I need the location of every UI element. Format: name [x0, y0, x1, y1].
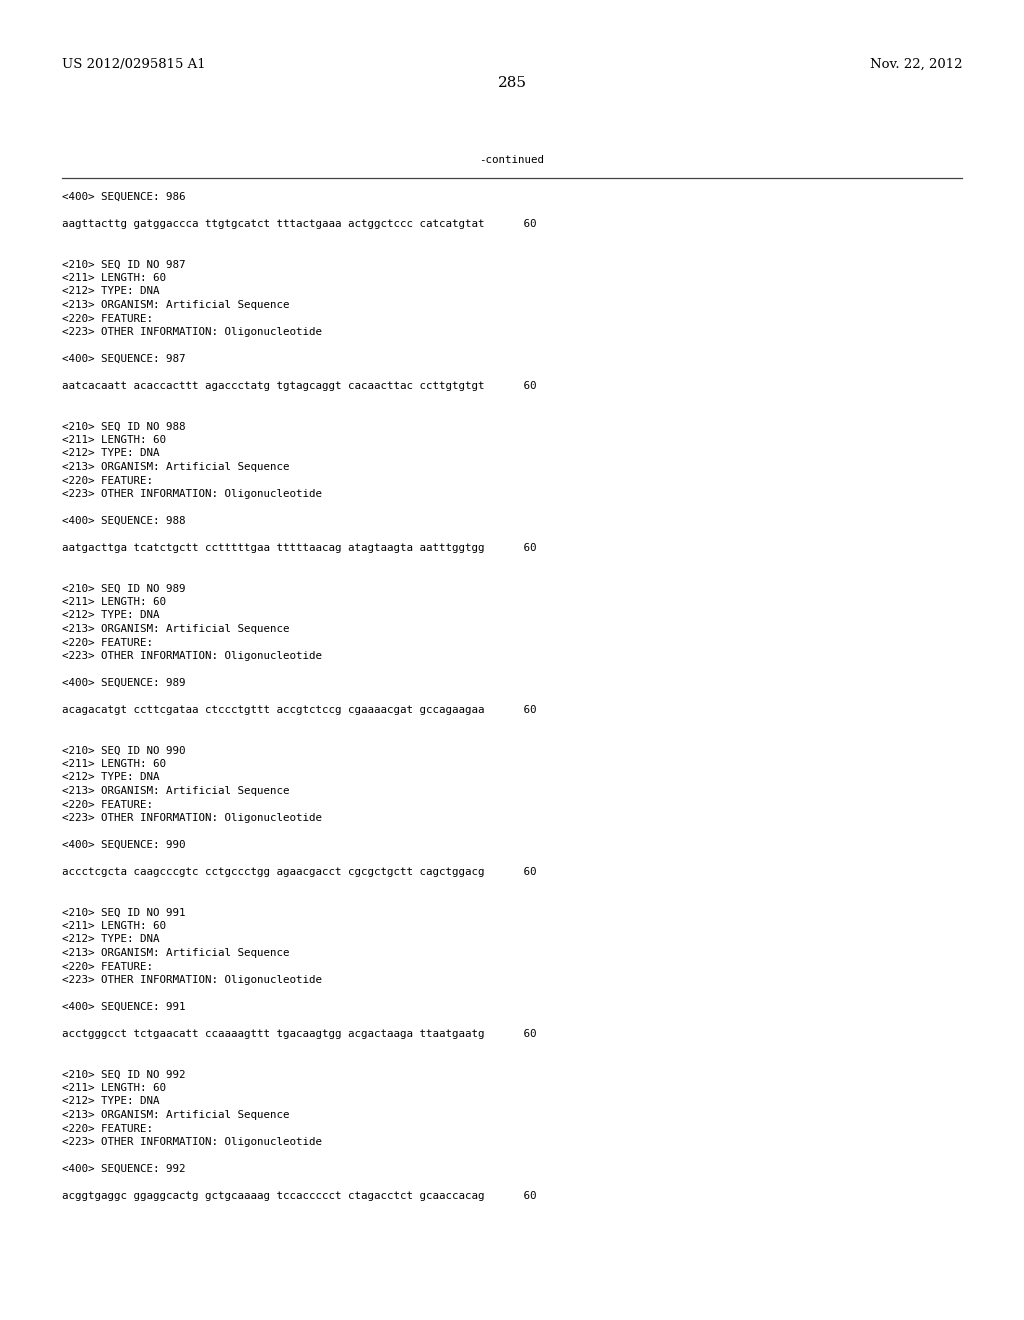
- Text: <210> SEQ ID NO 990: <210> SEQ ID NO 990: [62, 746, 185, 755]
- Text: <220> FEATURE:: <220> FEATURE:: [62, 1123, 153, 1134]
- Text: <213> ORGANISM: Artificial Sequence: <213> ORGANISM: Artificial Sequence: [62, 462, 290, 473]
- Text: <400> SEQUENCE: 987: <400> SEQUENCE: 987: [62, 354, 185, 364]
- Text: <212> TYPE: DNA: <212> TYPE: DNA: [62, 935, 160, 945]
- Text: 285: 285: [498, 77, 526, 90]
- Text: <211> LENGTH: 60: <211> LENGTH: 60: [62, 759, 166, 770]
- Text: <213> ORGANISM: Artificial Sequence: <213> ORGANISM: Artificial Sequence: [62, 300, 290, 310]
- Text: <400> SEQUENCE: 986: <400> SEQUENCE: 986: [62, 191, 185, 202]
- Text: <400> SEQUENCE: 988: <400> SEQUENCE: 988: [62, 516, 185, 525]
- Text: <220> FEATURE:: <220> FEATURE:: [62, 800, 153, 809]
- Text: <223> OTHER INFORMATION: Oligonucleotide: <223> OTHER INFORMATION: Oligonucleotide: [62, 975, 322, 985]
- Text: <211> LENGTH: 60: <211> LENGTH: 60: [62, 1082, 166, 1093]
- Text: <211> LENGTH: 60: <211> LENGTH: 60: [62, 273, 166, 282]
- Text: acctgggcct tctgaacatt ccaaaagttt tgacaagtgg acgactaaga ttaatgaatg      60: acctgggcct tctgaacatt ccaaaagttt tgacaag…: [62, 1030, 537, 1039]
- Text: <213> ORGANISM: Artificial Sequence: <213> ORGANISM: Artificial Sequence: [62, 624, 290, 634]
- Text: <220> FEATURE:: <220> FEATURE:: [62, 638, 153, 648]
- Text: <220> FEATURE:: <220> FEATURE:: [62, 475, 153, 486]
- Text: <220> FEATURE:: <220> FEATURE:: [62, 961, 153, 972]
- Text: <210> SEQ ID NO 991: <210> SEQ ID NO 991: [62, 908, 185, 917]
- Text: <212> TYPE: DNA: <212> TYPE: DNA: [62, 1097, 160, 1106]
- Text: <400> SEQUENCE: 990: <400> SEQUENCE: 990: [62, 840, 185, 850]
- Text: <211> LENGTH: 60: <211> LENGTH: 60: [62, 921, 166, 931]
- Text: aatcacaatt acaccacttt agaccctatg tgtagcaggt cacaacttac ccttgtgtgt      60: aatcacaatt acaccacttt agaccctatg tgtagca…: [62, 381, 537, 391]
- Text: <223> OTHER INFORMATION: Oligonucleotide: <223> OTHER INFORMATION: Oligonucleotide: [62, 1137, 322, 1147]
- Text: Nov. 22, 2012: Nov. 22, 2012: [869, 58, 962, 71]
- Text: <223> OTHER INFORMATION: Oligonucleotide: <223> OTHER INFORMATION: Oligonucleotide: [62, 488, 322, 499]
- Text: accctcgcta caagcccgtc cctgccctgg agaacgacct cgcgctgctt cagctggacg      60: accctcgcta caagcccgtc cctgccctgg agaacga…: [62, 867, 537, 876]
- Text: <400> SEQUENCE: 989: <400> SEQUENCE: 989: [62, 678, 185, 688]
- Text: <223> OTHER INFORMATION: Oligonucleotide: <223> OTHER INFORMATION: Oligonucleotide: [62, 813, 322, 822]
- Text: <210> SEQ ID NO 989: <210> SEQ ID NO 989: [62, 583, 185, 594]
- Text: acagacatgt ccttcgataa ctccctgttt accgtctccg cgaaaacgat gccagaagaa      60: acagacatgt ccttcgataa ctccctgttt accgtct…: [62, 705, 537, 715]
- Text: <210> SEQ ID NO 992: <210> SEQ ID NO 992: [62, 1069, 185, 1080]
- Text: <220> FEATURE:: <220> FEATURE:: [62, 314, 153, 323]
- Text: <210> SEQ ID NO 987: <210> SEQ ID NO 987: [62, 260, 185, 269]
- Text: <400> SEQUENCE: 991: <400> SEQUENCE: 991: [62, 1002, 185, 1012]
- Text: acggtgaggc ggaggcactg gctgcaaaag tccaccccct ctagacctct gcaaccacag      60: acggtgaggc ggaggcactg gctgcaaaag tccaccc…: [62, 1191, 537, 1201]
- Text: <213> ORGANISM: Artificial Sequence: <213> ORGANISM: Artificial Sequence: [62, 948, 290, 958]
- Text: <212> TYPE: DNA: <212> TYPE: DNA: [62, 449, 160, 458]
- Text: <212> TYPE: DNA: <212> TYPE: DNA: [62, 286, 160, 297]
- Text: <213> ORGANISM: Artificial Sequence: <213> ORGANISM: Artificial Sequence: [62, 1110, 290, 1119]
- Text: -continued: -continued: [479, 154, 545, 165]
- Text: <210> SEQ ID NO 988: <210> SEQ ID NO 988: [62, 421, 185, 432]
- Text: <212> TYPE: DNA: <212> TYPE: DNA: [62, 610, 160, 620]
- Text: aagttacttg gatggaccca ttgtgcatct tttactgaaa actggctccc catcatgtat      60: aagttacttg gatggaccca ttgtgcatct tttactg…: [62, 219, 537, 228]
- Text: <211> LENGTH: 60: <211> LENGTH: 60: [62, 597, 166, 607]
- Text: <223> OTHER INFORMATION: Oligonucleotide: <223> OTHER INFORMATION: Oligonucleotide: [62, 651, 322, 661]
- Text: <223> OTHER INFORMATION: Oligonucleotide: <223> OTHER INFORMATION: Oligonucleotide: [62, 327, 322, 337]
- Text: <211> LENGTH: 60: <211> LENGTH: 60: [62, 436, 166, 445]
- Text: <213> ORGANISM: Artificial Sequence: <213> ORGANISM: Artificial Sequence: [62, 785, 290, 796]
- Text: aatgacttga tcatctgctt cctttttgaa tttttaacag atagtaagta aatttggtgg      60: aatgacttga tcatctgctt cctttttgaa tttttaa…: [62, 543, 537, 553]
- Text: <212> TYPE: DNA: <212> TYPE: DNA: [62, 772, 160, 783]
- Text: <400> SEQUENCE: 992: <400> SEQUENCE: 992: [62, 1164, 185, 1173]
- Text: US 2012/0295815 A1: US 2012/0295815 A1: [62, 58, 206, 71]
